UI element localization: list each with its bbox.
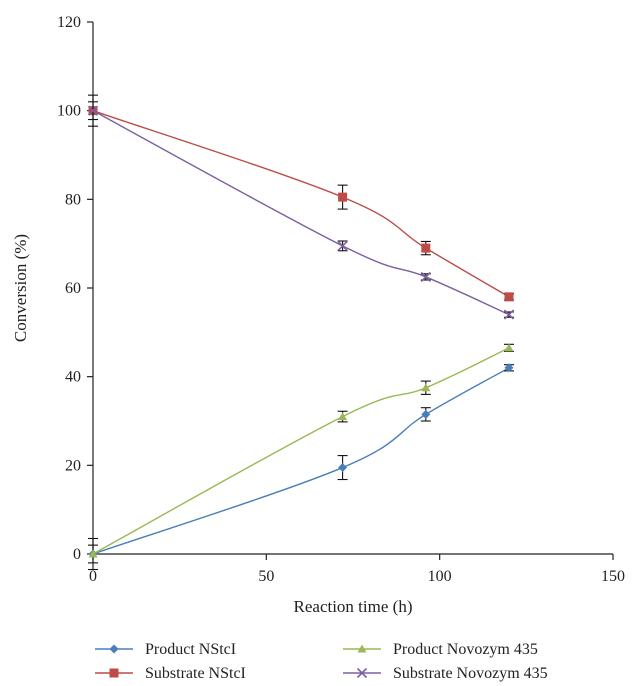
x-tick-label: 0	[89, 568, 97, 585]
legend: Product NStcI Substrate NStcI Product Novo…	[95, 641, 548, 682]
y-tick-label: 80	[65, 191, 81, 208]
legend-item: Substrate NStcI	[95, 665, 246, 682]
legend-label: Product Novozym 435	[393, 641, 538, 658]
y-tick-label: 40	[65, 369, 81, 386]
data-point	[421, 383, 431, 392]
legend-item: Product NStcI	[95, 641, 236, 658]
legend-label: Product NStcI	[145, 641, 236, 658]
data-point	[421, 409, 431, 419]
data-point	[338, 463, 348, 473]
series-line	[92, 367, 510, 555]
series-line	[92, 110, 510, 298]
data-point	[504, 343, 514, 352]
data-point	[337, 240, 348, 251]
y-tick-label: 60	[65, 280, 81, 297]
legend-label: Substrate Novozym 435	[393, 665, 548, 682]
data-point	[420, 271, 431, 282]
series-line	[92, 110, 510, 316]
legend-swatch-marker	[109, 644, 119, 654]
x-tick-label: 50	[258, 568, 274, 585]
legend-label: Substrate NStcI	[145, 665, 246, 682]
series-0	[88, 363, 514, 564]
data-point	[504, 292, 514, 302]
marker-stroke	[503, 309, 515, 320]
series-2	[88, 343, 514, 571]
data-point	[338, 192, 348, 202]
marker-stroke	[420, 271, 431, 282]
marker-stroke	[337, 240, 348, 251]
y-tick-label: 0	[73, 546, 81, 563]
y-tick-label: 100	[57, 103, 81, 120]
data-point	[504, 363, 514, 373]
ticks: 0 20 40 60 80 100 120 0 50 100 150	[57, 14, 625, 585]
legend-swatch-marker	[356, 667, 368, 679]
x-axis-title: Reaction time (h)	[294, 597, 413, 616]
data-point	[503, 309, 515, 320]
legend-item: Substrate Novozym 435	[343, 665, 548, 682]
series-3	[87, 101, 515, 320]
y-tick-label: 120	[57, 14, 81, 31]
axes	[92, 22, 613, 555]
data-point	[88, 549, 98, 558]
legend-swatch-marker	[357, 644, 367, 653]
x-tick-label: 100	[428, 568, 452, 585]
y-tick-label: 20	[65, 457, 81, 474]
series-1	[88, 94, 514, 302]
marker-stroke	[87, 105, 99, 116]
marker-stroke	[356, 667, 368, 679]
y-axis-title: Conversion (%)	[11, 234, 30, 342]
series-layer	[87, 94, 515, 571]
data-point	[421, 243, 431, 253]
data-point	[338, 412, 348, 421]
legend-item: Product Novozym 435	[343, 641, 538, 658]
data-point	[87, 105, 99, 116]
series-line	[92, 347, 510, 555]
x-tick-label: 150	[601, 568, 625, 585]
legend-swatch-marker	[109, 668, 119, 678]
